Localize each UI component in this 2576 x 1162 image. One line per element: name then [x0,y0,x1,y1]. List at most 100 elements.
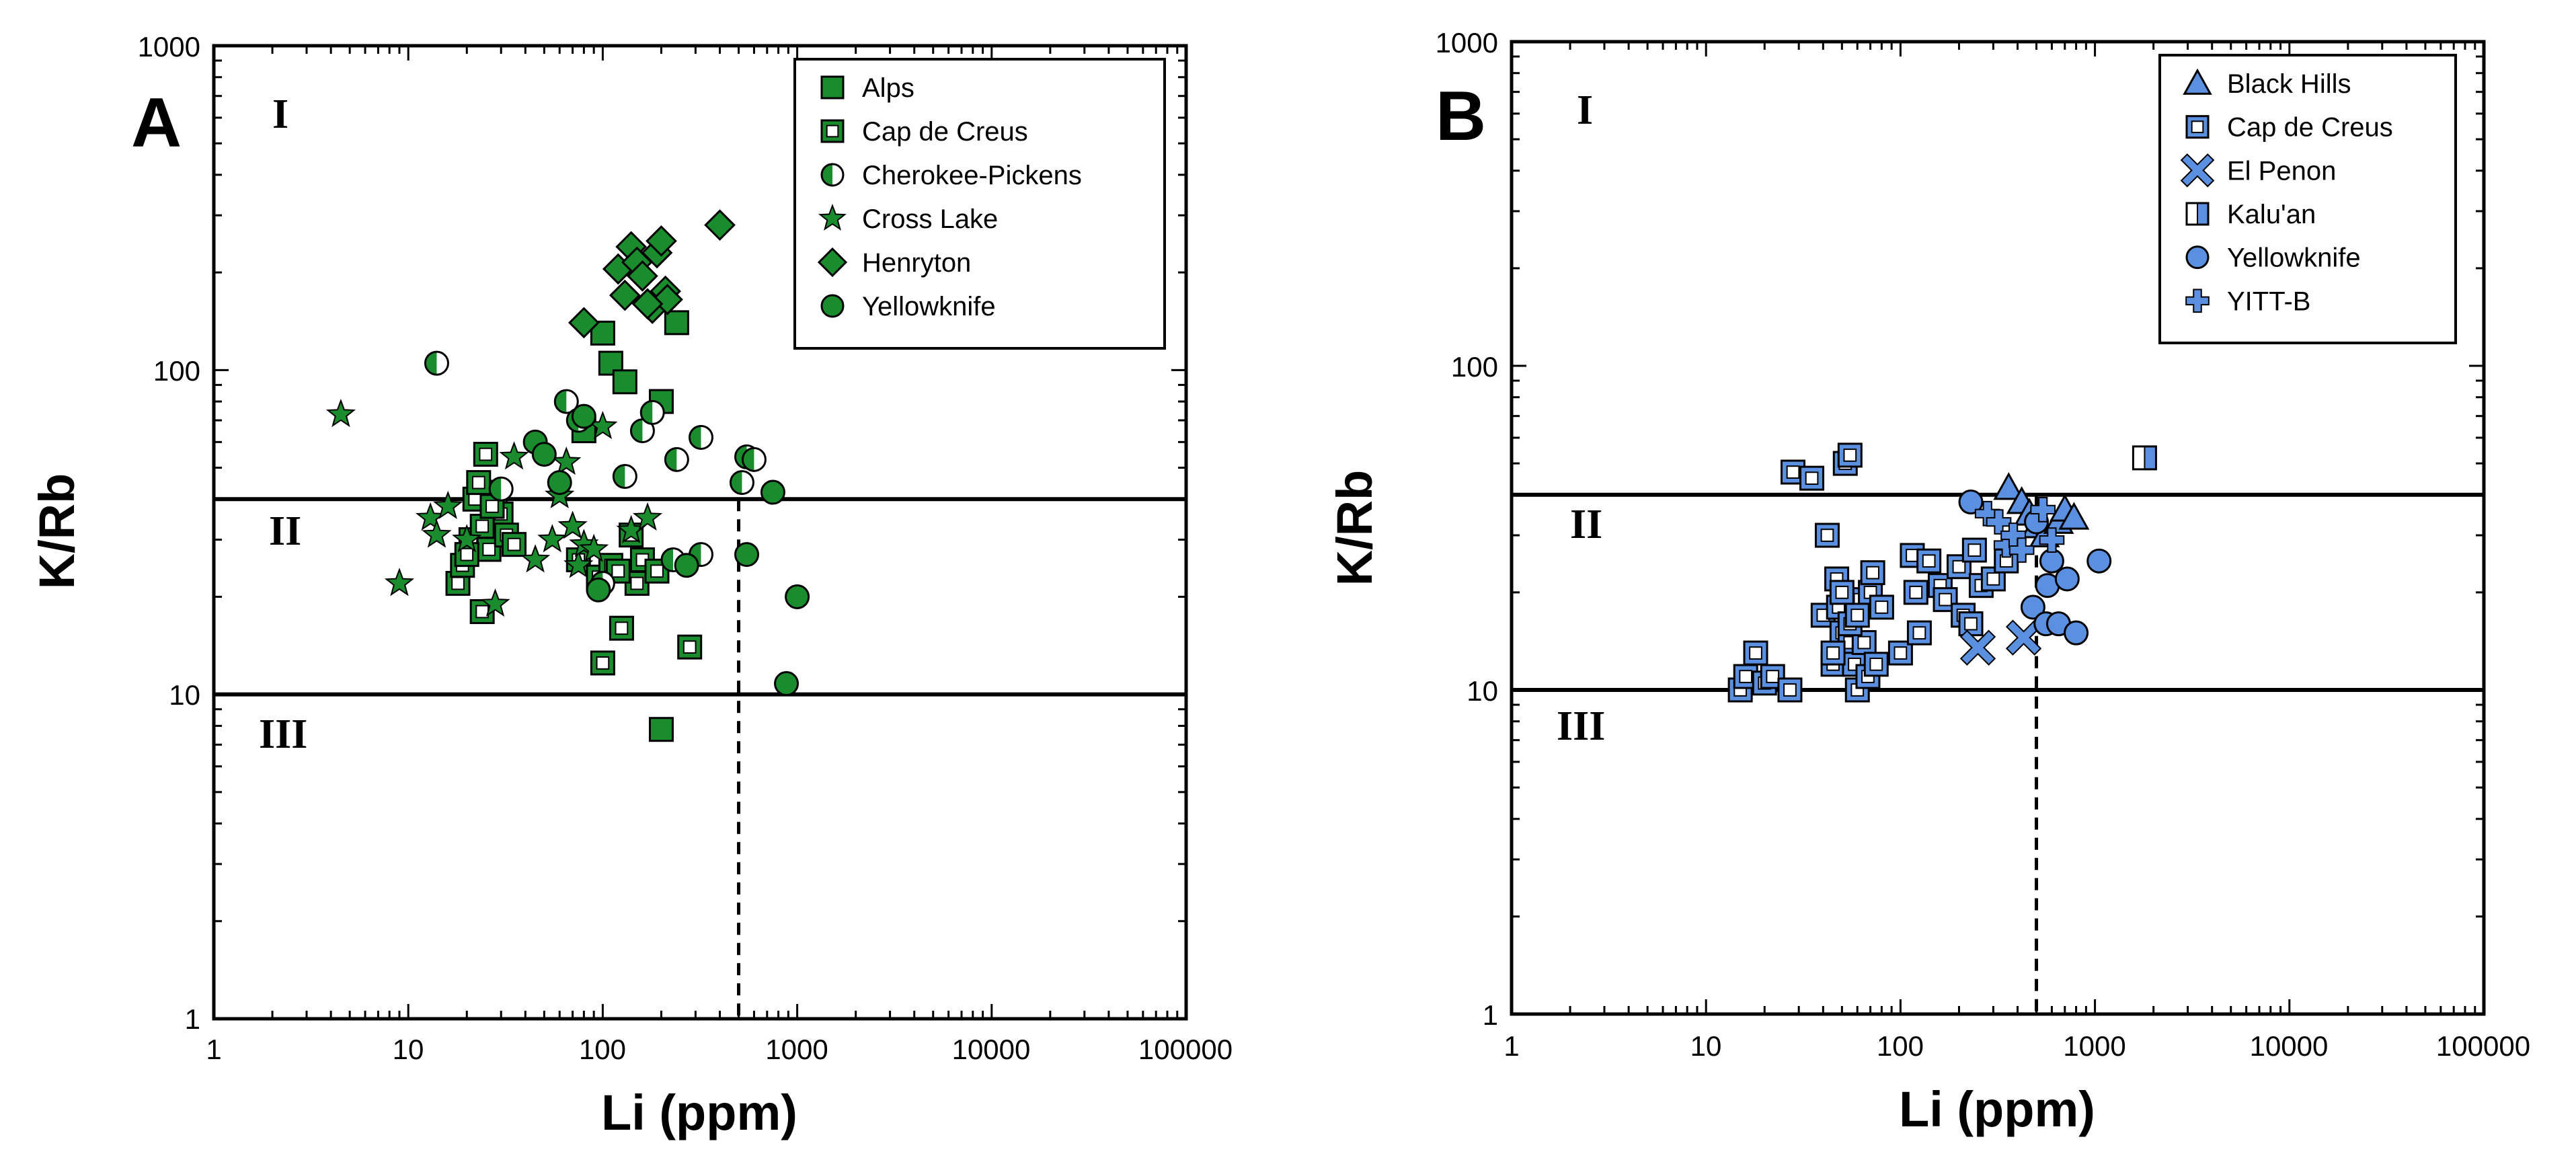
series-cap-de-creus [1727,442,2019,703]
legend-label-cap-de-creus: Cap de Creus [2227,113,2393,143]
data-point-el-penon [1959,629,1996,666]
legend-marker-cap-de-creus [820,119,845,143]
data-point-henryton [627,260,658,292]
legend-label-yellowknife: Yellowknife [862,292,996,321]
data-point-black-hills [1993,472,2025,500]
y-tick-label: 10 [169,679,200,711]
legend-marker-cross-lake [818,203,847,231]
legend-marker-el-penon [2180,153,2215,188]
data-point-cross-lake [325,399,356,428]
legend-entry-el-penon: El Penon [2180,153,2336,188]
series-yellowknife [522,403,810,697]
x-tick-label: 1 [206,1034,221,1065]
legend-label-cross-lake: Cross Lake [862,204,998,234]
data-point-cap-de-creus [1961,537,1987,563]
x-axis-title-a: Li (ppm) [601,1085,797,1140]
data-point-alps [612,369,637,395]
data-point-cross-lake [433,490,463,519]
data-point-cross-lake [563,549,594,578]
region-label-ii: II [269,508,301,554]
panel-letter-a: A [131,84,182,162]
region-label-ii: II [1570,502,1602,547]
series-yellowknife [1958,490,2112,646]
data-point-el-penon [2005,619,2042,656]
legend-entry-alps: Alps [820,73,914,103]
data-point-yellowknife [547,470,572,496]
x-tick-labels-a: 1 10 100 1000 10000 100000 [206,1034,1233,1065]
data-point-cross-lake [632,502,663,531]
y-axis-title-a: K/Rb [29,473,85,590]
region-label-i: I [1577,87,1593,133]
plot-area-a [212,46,1186,1020]
y-tick-labels-a: 1 10 100 1000 [138,31,200,1035]
x-tick-label: 100000 [2436,1030,2530,1062]
data-point-yellowknife [2086,548,2112,574]
data-point-cap-de-creus [1814,522,1840,548]
data-point-cap-de-creus [1829,580,1855,605]
series-henryton [568,209,736,339]
data-point-cross-lake [551,447,582,475]
y-tick-label: 1 [185,1003,200,1035]
data-point-cherokee-pickens [664,447,689,472]
legend-marker-black-hills [2183,68,2212,95]
data-point-alps [664,310,689,336]
legend-a: Alps Cap de Creus Cherokee-Pickens Cross La… [793,58,1166,350]
data-point-yitt-b [2008,537,2035,563]
data-point-henryton [646,225,677,257]
data-point-cherokee-pickens [553,389,579,414]
data-point-yellowknife [2064,620,2089,646]
data-point-cross-lake [452,524,482,553]
legend-entry-kalu-an: Kalu'an [2185,200,2316,229]
data-point-cherokee-pickens [639,399,665,425]
data-point-cherokee-pickens [688,424,713,450]
data-point-cherokee-pickens [424,350,449,376]
data-point-cap-de-creus [1869,594,1894,620]
plot-area-b [1510,42,2484,1015]
legend-b: Black Hills Cap de Creus El Penon Kalu'an Ye… [2158,54,2457,344]
data-point-cap-de-creus [1916,548,1942,574]
data-point-cherokee-pickens [729,470,754,496]
y-tick-label: 10 [1467,675,1498,707]
x-tick-labels-b: 1 10 100 1000 10000 100000 [1504,1030,2530,1062]
data-point-henryton [704,209,736,241]
data-point-yellowknife [2054,566,2080,592]
data-point-cap-de-creus [590,650,615,676]
legend-label-alps: Alps [862,73,914,103]
data-point-cross-lake [480,588,510,617]
data-point-henryton [609,279,641,311]
data-point-cap-de-creus [1980,566,2006,592]
legend-entry-yellowknife: Yellowknife [2185,243,2361,273]
y-axis-title-b: K/Rb [1327,470,1382,586]
data-point-cap-de-creus [1743,640,1768,666]
x-tick-label: 100 [579,1034,626,1065]
x-tick-label: 100000 [1138,1034,1233,1065]
data-point-yellowknife [2020,594,2045,620]
data-point-cap-de-creus [502,532,527,557]
data-point-cherokee-pickens [488,476,514,502]
data-point-cherokee-pickens [612,463,637,489]
legend-marker-yitt-b [2185,288,2210,313]
data-point-cross-lake [422,519,452,548]
data-point-cross-lake [499,441,529,470]
plot-frame-b [1510,40,2486,1016]
legend-label-yitt-b: YITT-B [2227,286,2310,316]
region-label-iii: III [1557,703,1605,749]
y-tick-label: 1000 [138,31,200,63]
plot-frame-a [212,44,1188,1021]
legend-marker-yellowknife [2185,245,2210,270]
x-tick-label: 1 [1504,1030,1519,1062]
series-black-hills [1993,472,2090,547]
data-point-yellowknife [1958,490,1984,515]
data-point-yellowknife [774,671,799,697]
data-point-cherokee-pickens [741,447,767,472]
data-point-cap-de-creus [1860,560,1885,586]
data-point-cherokee-pickens [629,418,655,444]
legend-entry-yitt-b: YITT-B [2185,286,2310,316]
data-point-cap-de-creus [479,494,505,519]
legend-box-b [2158,54,2457,344]
data-point-cap-de-creus [1863,652,1889,677]
data-point-yellowknife [760,479,785,505]
data-point-cap-de-creus [1799,465,1825,491]
panel-letter-b: B [1436,77,1486,155]
